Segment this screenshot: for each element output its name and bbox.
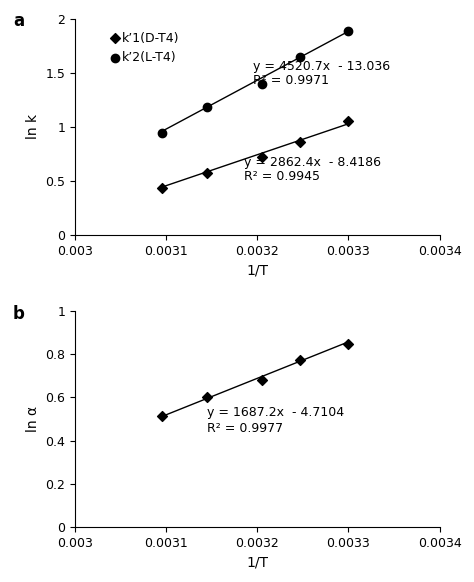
X-axis label: 1/T: 1/T: [246, 555, 268, 570]
X-axis label: 1/T: 1/T: [246, 263, 268, 277]
Point: [345, 339, 352, 349]
k’1(D-T4): [258, 152, 265, 162]
Y-axis label: ln α: ln α: [26, 406, 40, 432]
k’2(L-T4): [159, 129, 166, 138]
k’1(D-T4): [159, 183, 166, 193]
Legend: k’1(D-T4), k’2(L-T4): k’1(D-T4), k’2(L-T4): [110, 29, 182, 66]
Text: b: b: [13, 304, 25, 322]
Point: [159, 411, 166, 421]
Text: y = 1687.2x  - 4.7104: y = 1687.2x - 4.7104: [207, 406, 344, 419]
k’2(L-T4): [258, 79, 265, 88]
k’2(L-T4): [345, 26, 352, 36]
k’1(D-T4): [345, 116, 352, 126]
k’2(L-T4): [296, 52, 304, 62]
Text: R² = 0.9945: R² = 0.9945: [244, 170, 319, 183]
Y-axis label: ln k: ln k: [26, 114, 40, 139]
k’1(D-T4): [296, 138, 304, 147]
k’2(L-T4): [203, 102, 211, 111]
Point: [203, 393, 211, 402]
Text: y = 4520.7x  - 13.036: y = 4520.7x - 13.036: [253, 60, 390, 73]
Point: [296, 355, 304, 364]
k’1(D-T4): [203, 169, 211, 178]
Text: a: a: [13, 12, 24, 30]
Text: R² = 0.9977: R² = 0.9977: [207, 423, 283, 435]
Text: y = 2862.4x  - 8.4186: y = 2862.4x - 8.4186: [244, 156, 381, 169]
Point: [258, 375, 265, 385]
Text: R² = 0.9971: R² = 0.9971: [253, 74, 329, 87]
